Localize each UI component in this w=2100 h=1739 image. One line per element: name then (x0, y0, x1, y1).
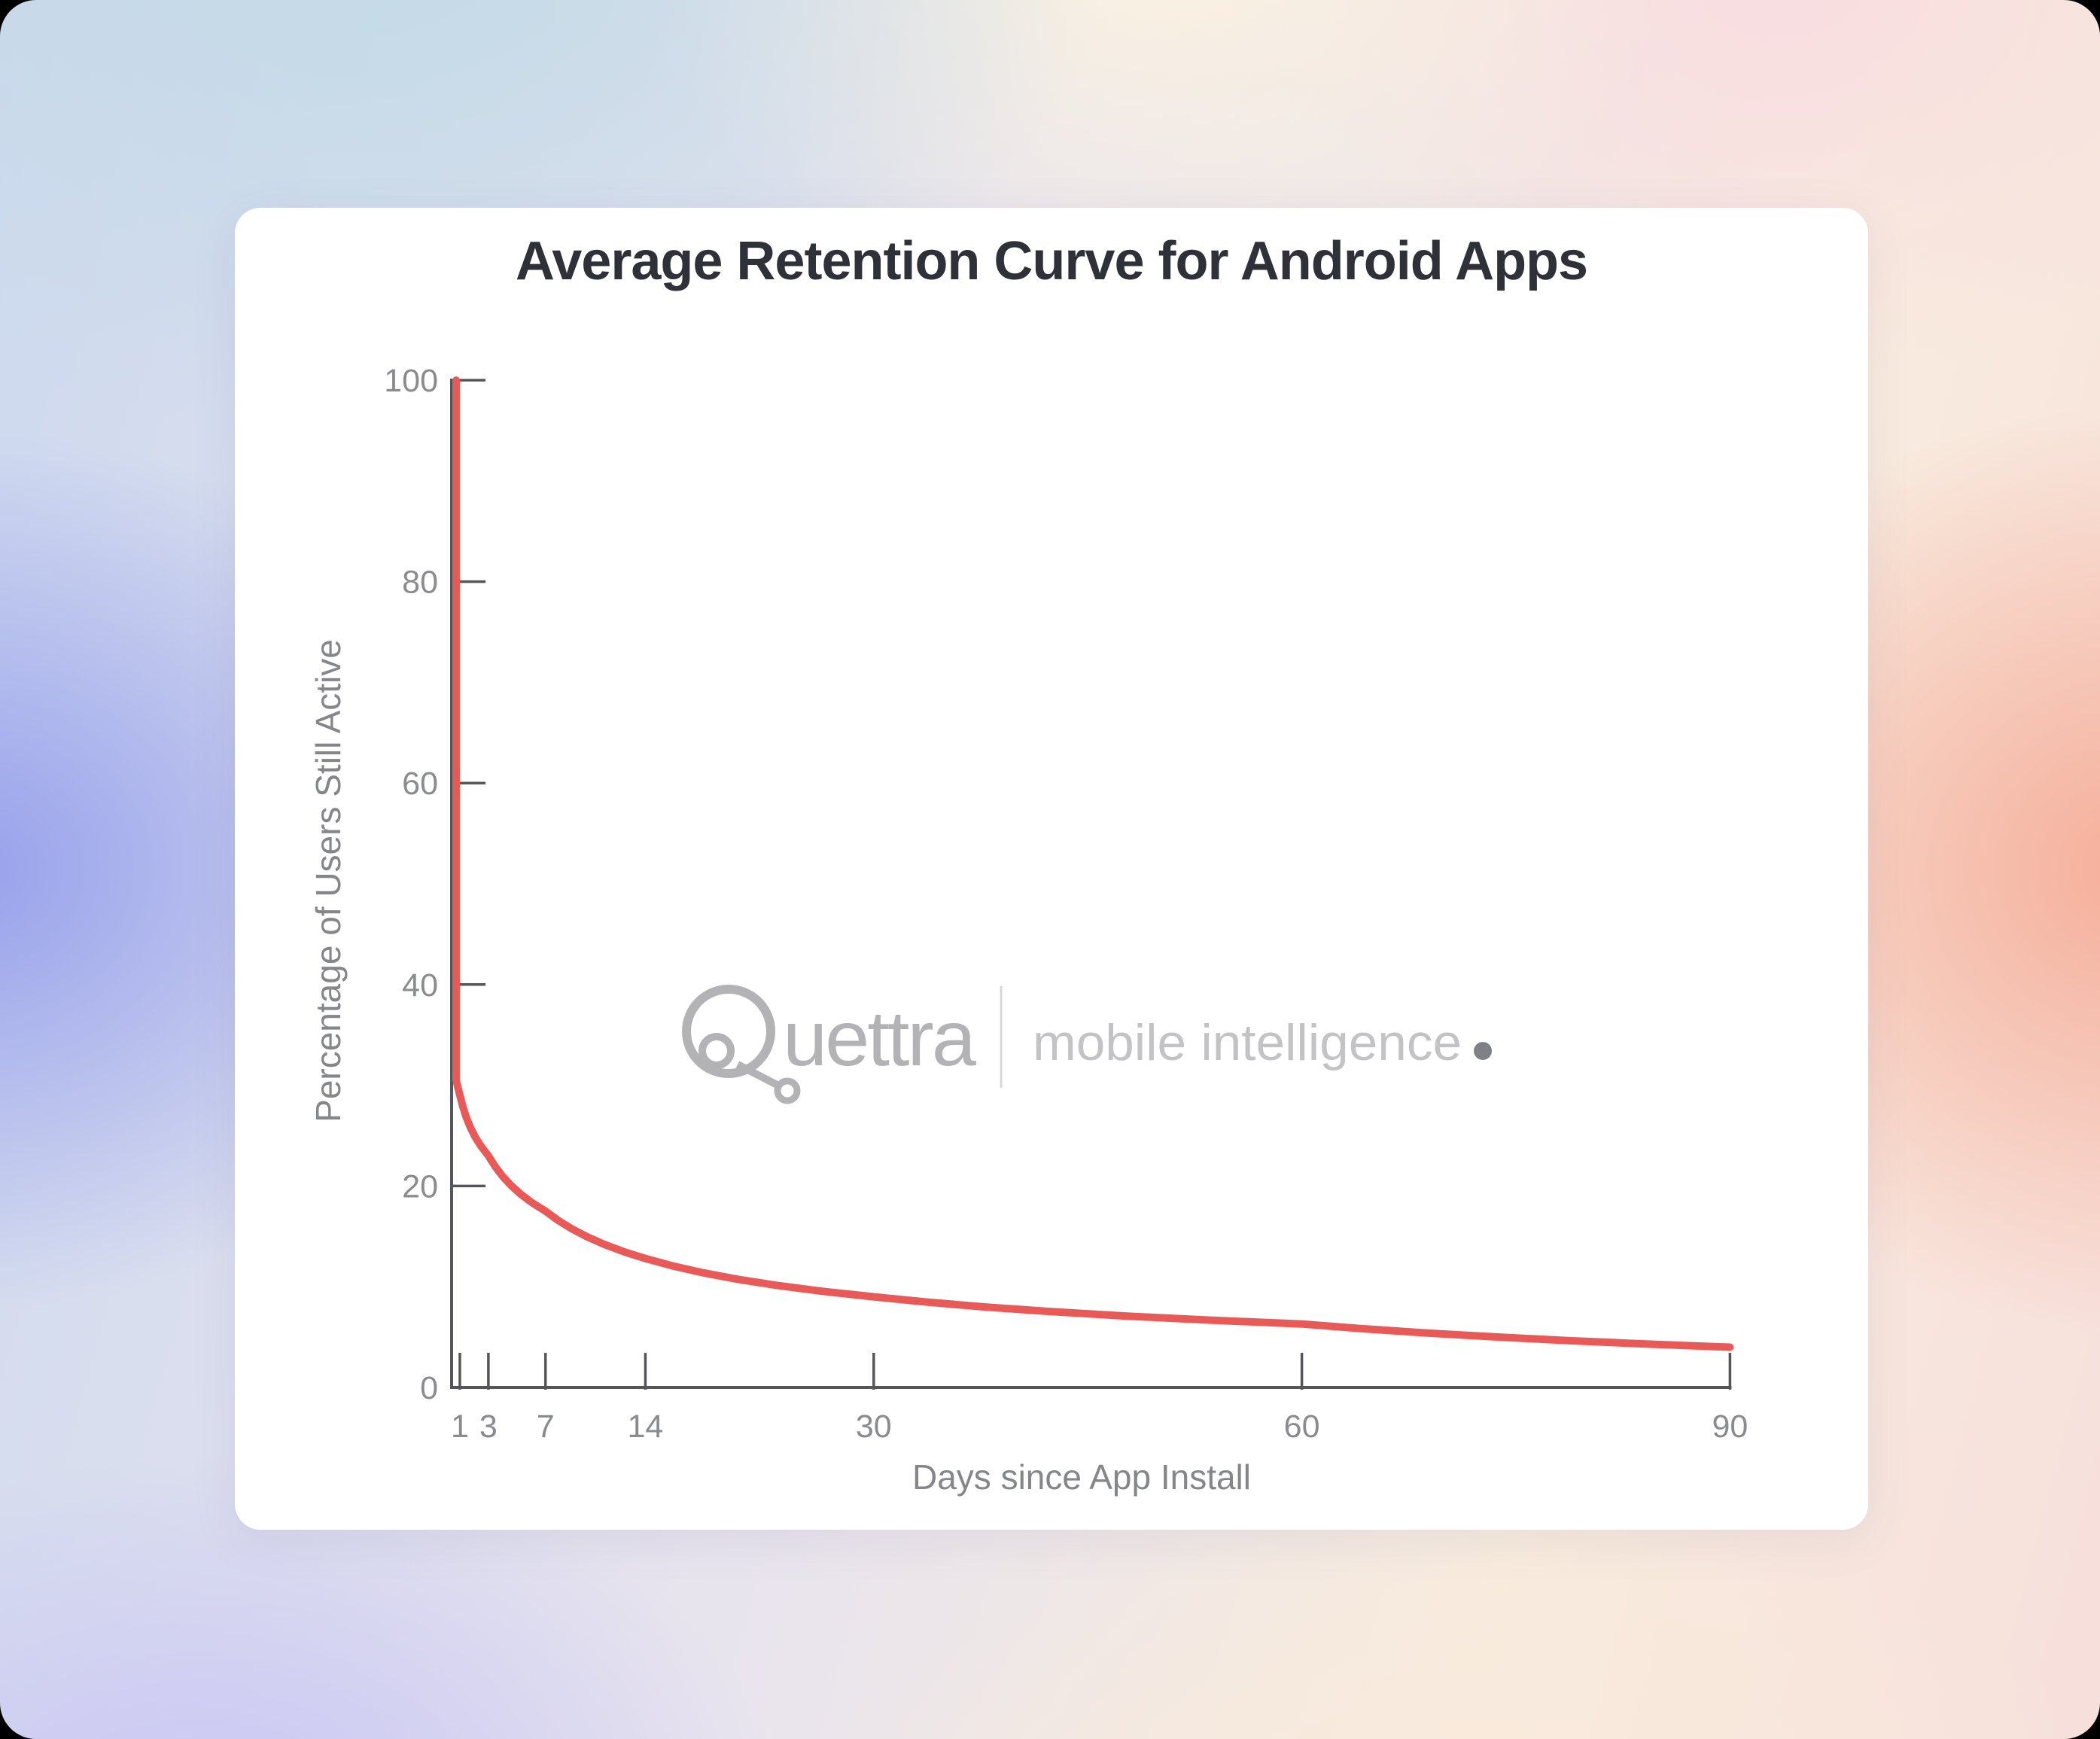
watermark-brand-text: uettra (783, 995, 976, 1083)
x-tick-label: 60 (1284, 1409, 1320, 1445)
quettra-watermark: uettra mobile intelligence (682, 985, 1492, 1104)
x-tick-label: 30 (856, 1409, 892, 1445)
chart-card: Average Retention Curve for Android Apps… (235, 208, 1868, 1530)
x-tick-label: 90 (1712, 1409, 1748, 1445)
retention-curve-line (452, 376, 1734, 1351)
retention-line-chart: 0 20 40 60 80 100 1 3 7 14 30 60 90 uettra mobile in… (384, 363, 1748, 1445)
y-tick-label: 100 (384, 363, 438, 399)
chart-axes: 0 20 40 60 80 100 1 3 7 14 30 60 90 (384, 363, 1748, 1445)
y-axis-title: Percentage of Users Still Active (309, 639, 348, 1122)
watermark-period-dot (1474, 1042, 1492, 1060)
x-tick-label: 7 (537, 1409, 555, 1445)
y-tick-label: 80 (402, 565, 438, 601)
x-tick-label: 3 (479, 1409, 498, 1445)
chart-title: Average Retention Curve for Android Apps (515, 231, 1588, 291)
y-tick-label: 20 (402, 1168, 438, 1205)
x-tick-label: 14 (628, 1409, 664, 1445)
x-axis-title: Days since App Install (912, 1457, 1252, 1497)
quettra-logo-icon (682, 985, 801, 1104)
watermark-tagline: mobile intelligence (1033, 1014, 1462, 1071)
y-tick-label: 60 (402, 766, 438, 802)
x-tick-label: 1 (451, 1409, 469, 1445)
y-tick-label: 40 (402, 967, 438, 1004)
y-tick-label: 0 (420, 1370, 438, 1406)
